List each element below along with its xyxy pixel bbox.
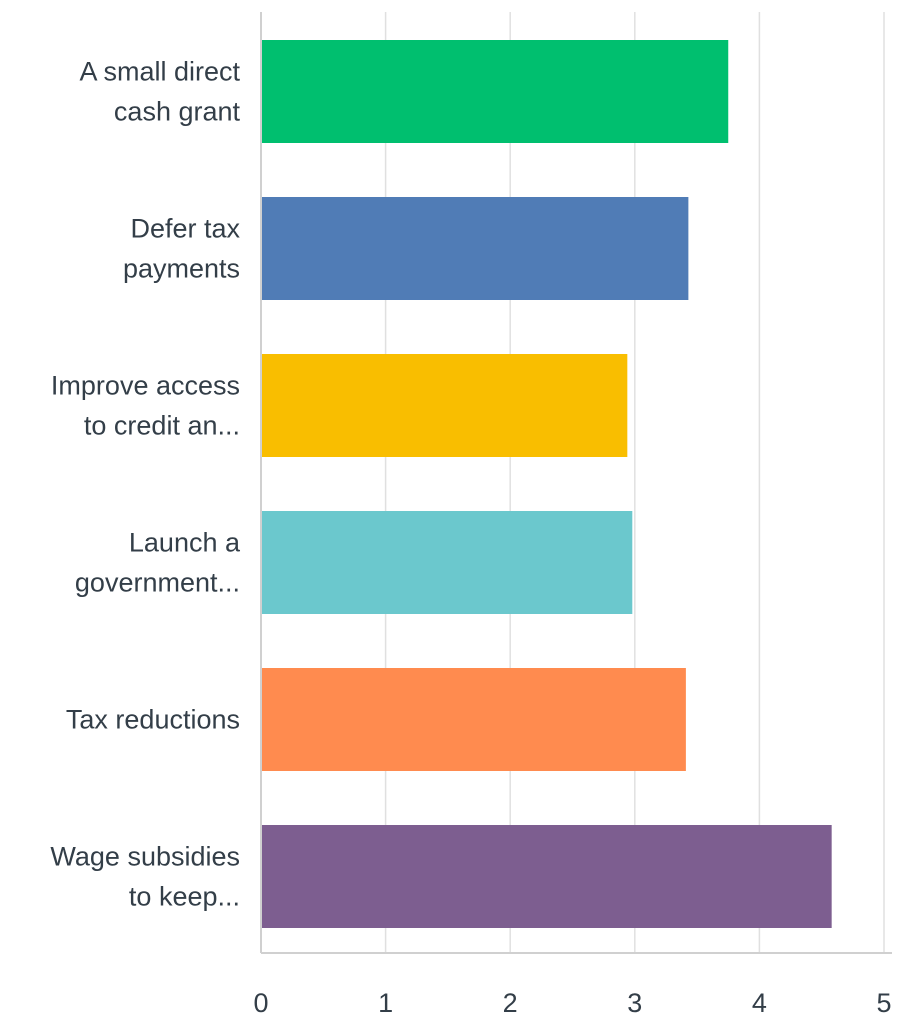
category-label-line: Improve access [51,371,240,401]
category-label-line: cash grant [114,97,241,127]
bars [261,40,832,928]
x-tick-label: 1 [378,988,393,1015]
x-tick-labels: 0 1 2 3 4 5 [253,988,891,1015]
x-tick-label: 4 [752,988,767,1015]
bar [261,40,729,143]
axes [260,12,892,954]
bar [261,668,686,771]
category-label-line: Defer tax [130,214,240,244]
category-label-line: to credit an... [84,411,240,441]
category-label-line: A small direct [79,57,240,87]
x-tick-label: 3 [627,988,642,1015]
category-label-line: to keep... [129,882,240,912]
category-labels: A small direct cash grant Defer tax payment… [50,57,241,912]
category-label: Tax reductions [66,705,240,735]
category-label: A small direct cash grant [79,57,240,127]
category-label: Wage subsidies to keep... [50,842,240,912]
x-tick-label: 0 [253,988,268,1015]
x-tick-label: 5 [876,988,891,1015]
bar [261,197,689,300]
category-label: Launch a government... [75,528,241,598]
category-label-line: payments [123,254,240,284]
bar [261,511,633,614]
gridlines [384,12,885,953]
bar [261,825,832,928]
category-label-line: Launch a [129,528,241,558]
category-label-line: Tax reductions [66,705,240,735]
category-label-line: Wage subsidies [50,842,240,872]
category-label-line: government... [75,568,240,598]
bar [261,354,628,457]
x-tick-label: 2 [503,988,518,1015]
category-label: Improve access to credit an... [51,371,240,441]
category-label: Defer tax payments [123,214,241,284]
